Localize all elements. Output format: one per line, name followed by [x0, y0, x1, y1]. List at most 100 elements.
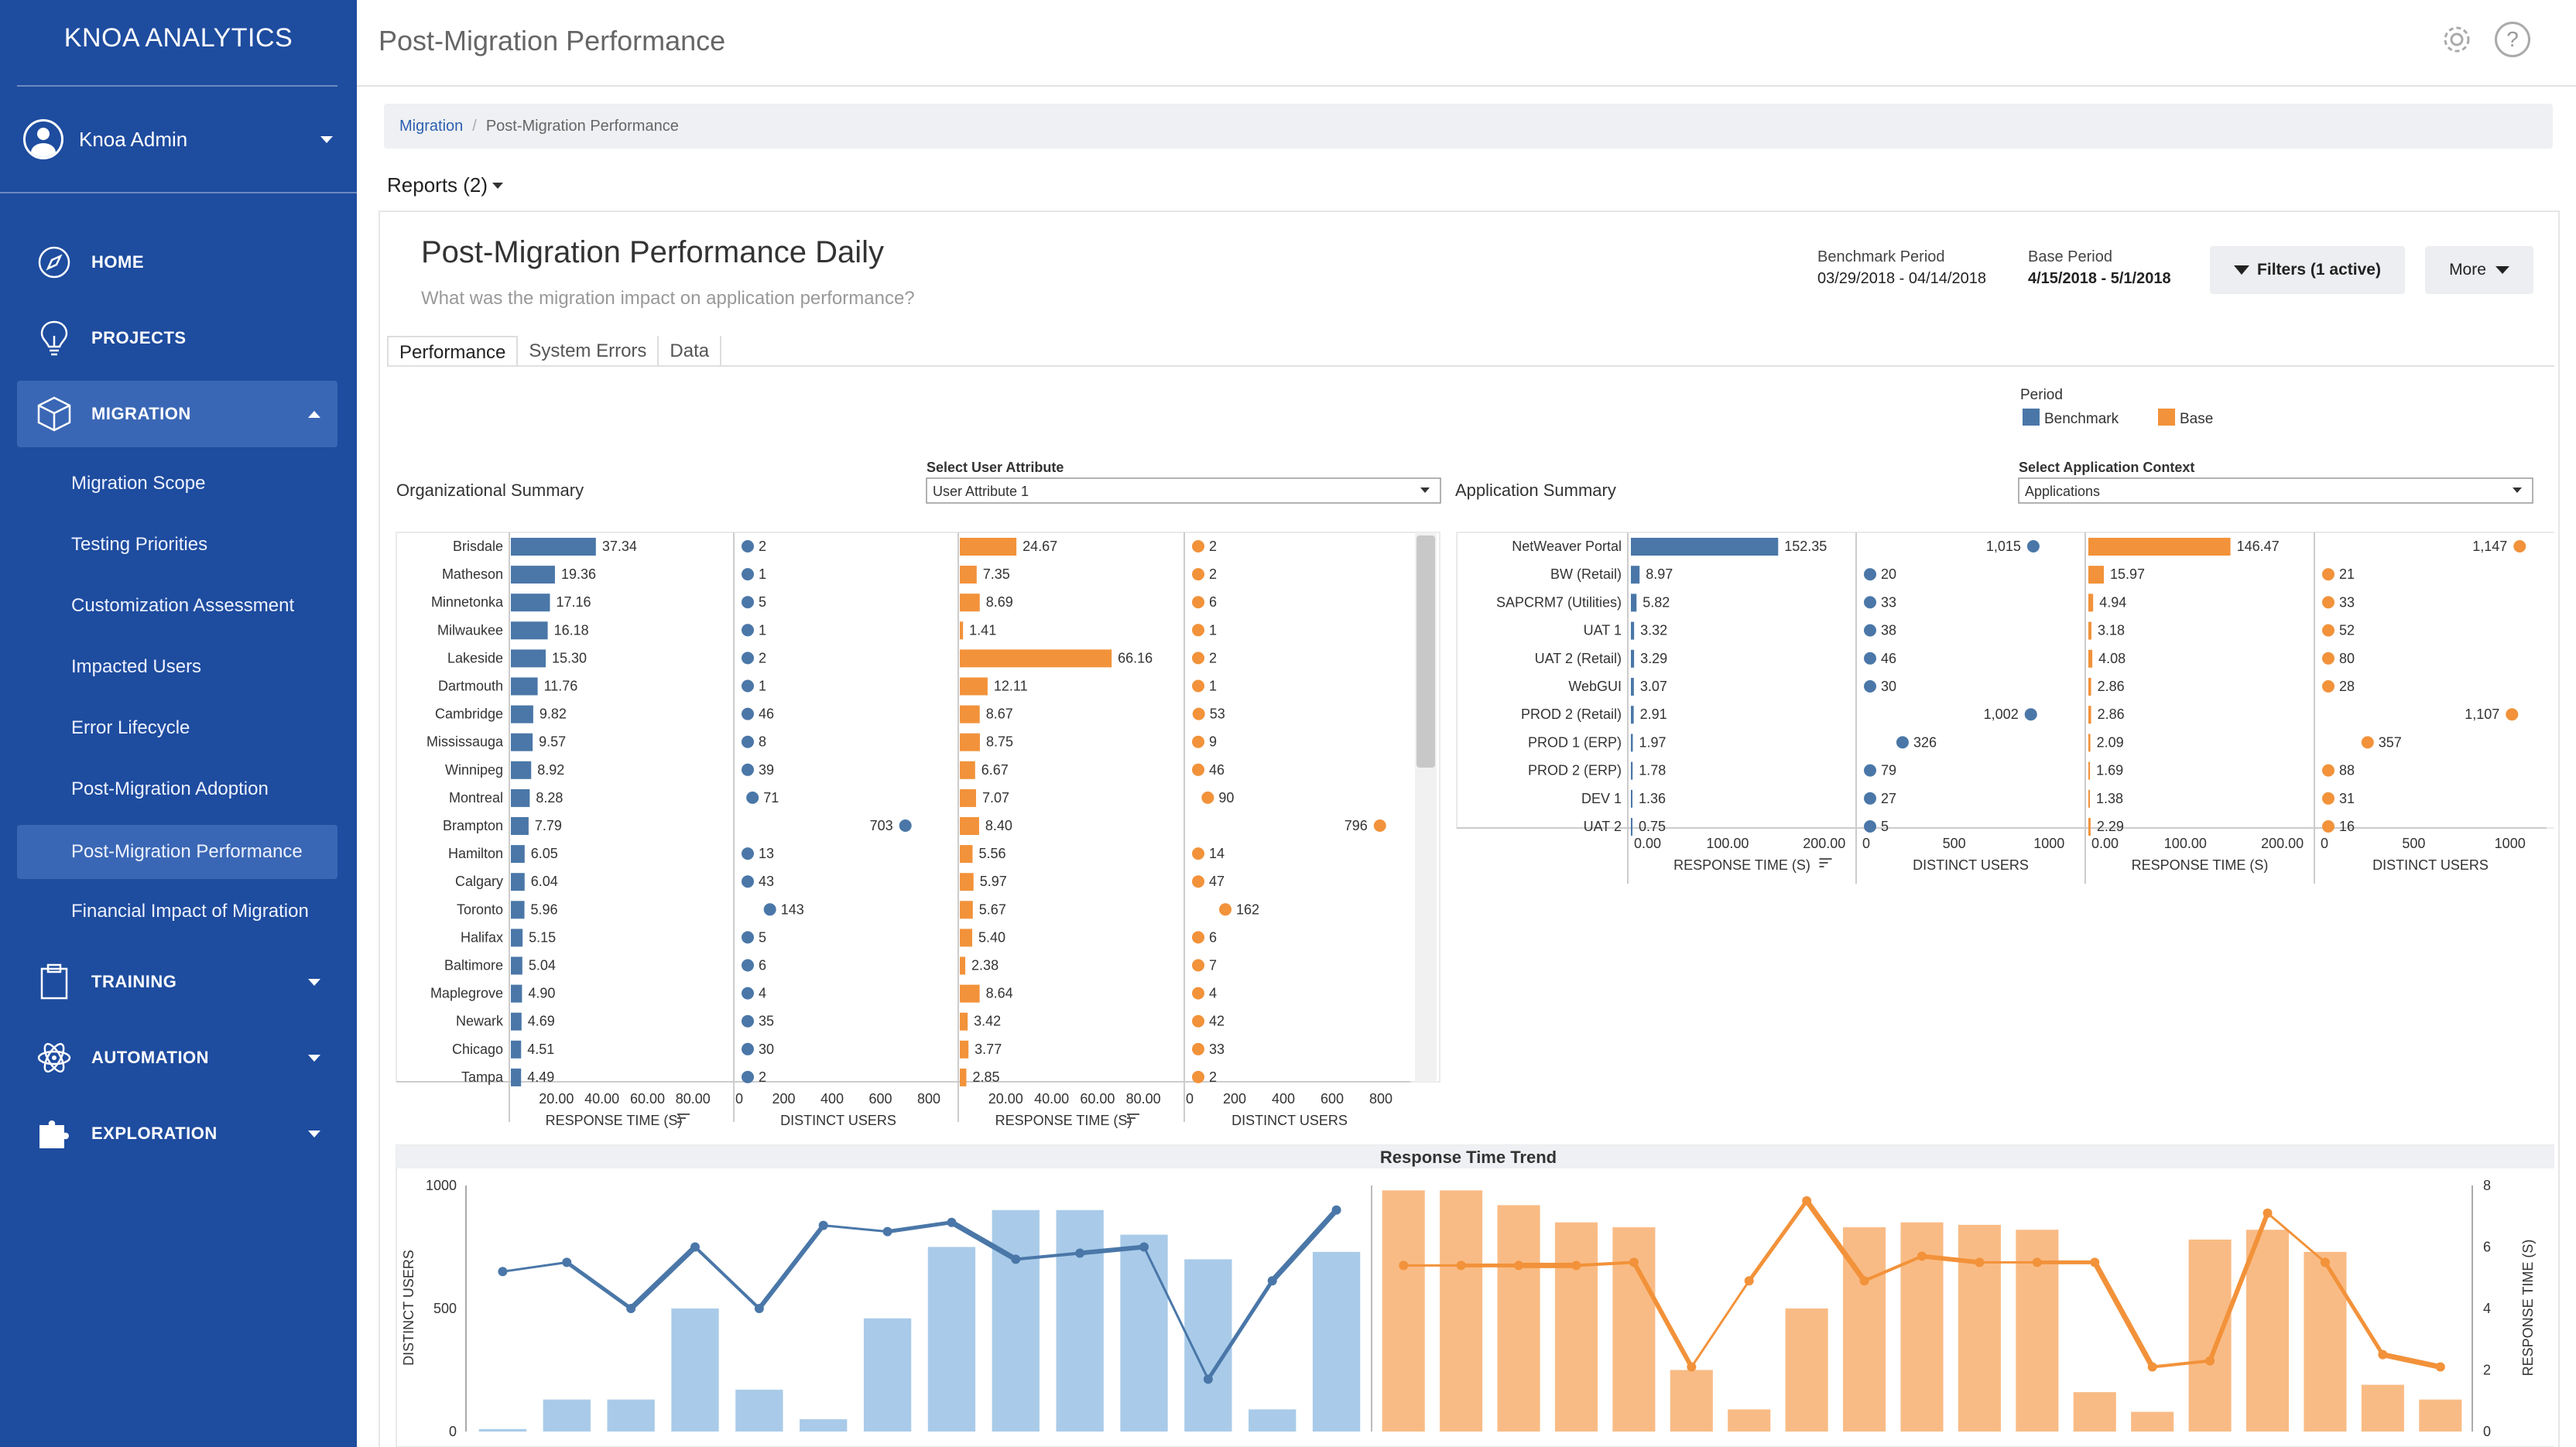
app-bar-label: 2.29 — [2097, 819, 2124, 834]
app-bar — [1631, 594, 1637, 612]
app-bar-label: 8.97 — [1646, 566, 1673, 582]
org-bar-label: 8.75 — [986, 734, 1013, 750]
org-axis-tick: 60.00 — [630, 1091, 665, 1107]
org-bar — [511, 594, 550, 612]
trend-benchmark-bar — [800, 1419, 848, 1432]
app-axis-tick: 1000 — [2495, 836, 2526, 851]
more-button[interactable]: More — [2425, 246, 2533, 294]
gear-icon[interactable] — [2439, 22, 2475, 57]
nav-impacted-users[interactable]: Impacted Users — [71, 656, 202, 677]
org-bar-label: 5.15 — [529, 929, 556, 945]
user-menu[interactable]: Knoa Admin — [23, 112, 333, 166]
nav-post-migration-performance[interactable]: Post-Migration Performance — [17, 825, 337, 879]
tab-performance[interactable]: Performance — [387, 336, 519, 367]
org-dot-label: 4 — [1209, 986, 1217, 1001]
visualization-area: Period Benchmark Base Organizational Summar… — [387, 371, 2554, 1447]
trend-base-point — [1975, 1257, 1985, 1267]
org-dot — [1192, 1014, 1204, 1028]
app-bar — [2088, 789, 2090, 808]
org-bar-label: 8.64 — [986, 986, 1013, 1001]
tab-data[interactable]: Data — [659, 336, 722, 367]
app-dot — [2322, 624, 2334, 637]
trend-benchmark-line-segment — [564, 1260, 633, 1311]
app-dot — [2322, 792, 2334, 805]
nav-projects[interactable]: PROJECTS — [17, 305, 337, 371]
org-bar — [960, 566, 977, 584]
org-axis-tick: 600 — [868, 1091, 892, 1107]
breadcrumb-migration-link[interactable]: Migration — [399, 117, 464, 135]
sidebar: KNOA ANALYTICS Knoa Admin HOME PROJECTS … — [0, 0, 357, 1447]
nav-migration-scope[interactable]: Migration Scope — [71, 473, 206, 494]
puzzle-icon — [31, 1110, 77, 1157]
nav-financial-impact[interactable]: Financial Impact of Migration — [71, 901, 309, 922]
trend-right-tick: 6 — [2483, 1240, 2491, 1255]
org-bar-label: 12.11 — [994, 679, 1028, 694]
nav-automation[interactable]: AUTOMATION — [17, 1025, 337, 1091]
top-header: Post-Migration Performance ? — [357, 0, 2576, 87]
org-bar-label: 5.67 — [979, 901, 1006, 917]
trend-right-tick: 2 — [2483, 1363, 2491, 1378]
app-bar — [1631, 538, 1779, 556]
org-dot-label: 1 — [1209, 622, 1217, 638]
app-bar — [1631, 706, 1634, 724]
org-dot-label: 1 — [759, 622, 766, 638]
nav-post-migration-adoption[interactable]: Post-Migration Adoption — [71, 778, 269, 799]
org-bar — [511, 817, 529, 835]
org-bar-label: 5.40 — [978, 929, 1005, 945]
org-bar-label: 4.49 — [527, 1069, 554, 1085]
org-dot — [1192, 763, 1204, 776]
nav-customization-assessment[interactable]: Customization Assessment — [71, 595, 295, 616]
org-bar-label: 4.69 — [528, 1014, 555, 1029]
filters-button[interactable]: Filters (1 active) — [2210, 246, 2405, 294]
reports-dropdown[interactable]: Reports (2) — [387, 173, 504, 197]
trend-benchmark-point — [882, 1226, 892, 1237]
org-bar-label: 8.69 — [986, 594, 1013, 610]
org-axis-tick: 200 — [1223, 1091, 1246, 1107]
app-dot — [2322, 596, 2334, 609]
app-dot-label: 80 — [2339, 651, 2355, 666]
nav-migration[interactable]: MIGRATION — [17, 381, 337, 447]
nav-error-lifecycle[interactable]: Error Lifecycle — [71, 717, 190, 738]
app-dot — [2024, 708, 2037, 721]
nav-exploration[interactable]: EXPLORATION — [17, 1100, 337, 1167]
app-bar-label: 1.36 — [1639, 791, 1666, 806]
trend-benchmark-point — [562, 1257, 572, 1267]
app-axis-tick: 100.00 — [1706, 836, 1749, 851]
trend-base-line-segment — [2150, 1359, 2212, 1369]
nav-testing-priorities[interactable]: Testing Priorities — [71, 534, 208, 555]
org-bar — [511, 845, 525, 864]
user-attribute-select-label: Select User Attribute — [927, 460, 1064, 475]
trend-base-bar — [2361, 1384, 2404, 1432]
org-axis-tick: 40.00 — [584, 1091, 619, 1107]
app-axis-tick: 500 — [2402, 836, 2425, 851]
org-dot — [1373, 819, 1386, 832]
app-axis-tick: 0.00 — [2091, 836, 2119, 851]
org-row-label: Maplegrove — [430, 986, 503, 1001]
trend-benchmark-line-segment — [501, 1261, 568, 1273]
breadcrumb-separator: / — [472, 117, 477, 135]
org-bar-label: 8.67 — [986, 706, 1013, 722]
org-bar — [511, 1068, 522, 1086]
org-bar-label: 24.67 — [1023, 539, 1057, 554]
org-axis-tick: 0 — [1186, 1091, 1194, 1107]
trend-benchmark-bar — [1312, 1251, 1361, 1432]
app-bar-label: 152.35 — [1784, 539, 1827, 554]
org-dot — [742, 1014, 754, 1028]
tab-system-errors[interactable]: System Errors — [518, 336, 659, 367]
help-icon[interactable]: ? — [2495, 22, 2530, 57]
trend-title-bar — [396, 1145, 2554, 1168]
org-bar-label: 7.35 — [983, 566, 1010, 582]
org-dot — [742, 735, 754, 748]
app-bar — [2088, 566, 2105, 584]
divider — [17, 85, 337, 87]
nav-training[interactable]: TRAINING — [17, 949, 337, 1015]
app-dot-label: 21 — [2339, 566, 2355, 582]
trend-right-tick: 0 — [2483, 1424, 2491, 1439]
app-bar — [1631, 761, 1633, 780]
trend-left-tick: 0 — [449, 1424, 457, 1439]
org-dot-label: 703 — [870, 818, 893, 833]
more-label: More — [2449, 261, 2486, 279]
org-dot-label: 5 — [759, 929, 766, 945]
base-period-value: 4/15/2018 - 5/1/2018 — [2028, 270, 2171, 287]
nav-home[interactable]: HOME — [17, 229, 337, 296]
